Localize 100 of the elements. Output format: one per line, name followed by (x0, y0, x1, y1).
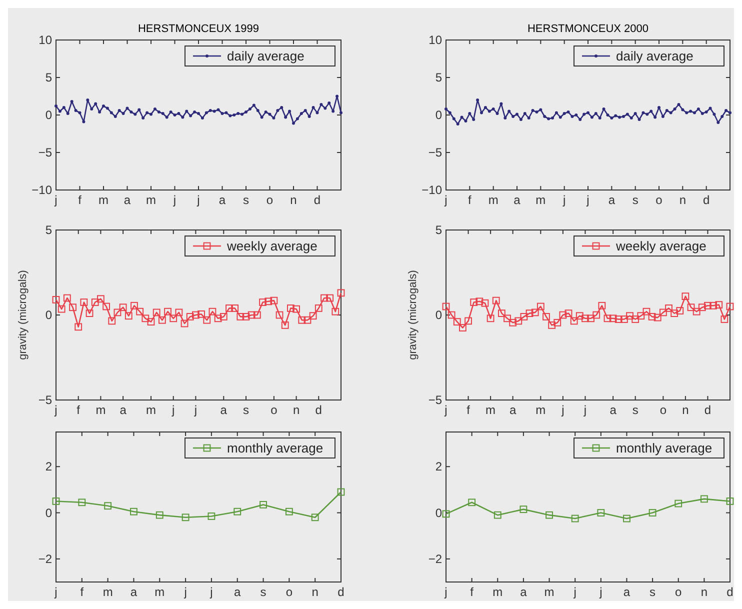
x-tick-label: o (270, 403, 278, 417)
x-tick-label: a (218, 193, 226, 207)
x-tick-label: j (183, 585, 187, 599)
x-tick-label: s (243, 193, 249, 207)
y-tick-label: 0 (45, 308, 52, 322)
x-tick-label: s (632, 403, 638, 417)
x-tick-label: f (468, 193, 472, 207)
x-tick-label: m (492, 585, 503, 599)
y-tick-label: 5 (435, 223, 442, 237)
x-tick-label: o (286, 585, 293, 599)
x-tick-label: m (544, 585, 554, 599)
x-tick-label: s (650, 585, 656, 599)
x-tick-label: a (130, 585, 138, 599)
y-tick-label: 0 (435, 108, 442, 122)
x-tick-label: s (632, 193, 638, 207)
x-tick-label: a (623, 585, 630, 599)
y-tick-label: 10 (428, 33, 442, 47)
x-tick-label: m (486, 403, 496, 417)
x-tick-label: m (98, 193, 108, 207)
chart-title: HERSTMONCEUX 2000 (527, 23, 649, 35)
x-tick-label: j (598, 585, 602, 599)
x-tick-label: j (193, 403, 198, 417)
x-tick-label: j (54, 193, 58, 207)
x-tick-label: m (488, 193, 498, 207)
y-tick-label: 5 (45, 70, 52, 84)
x-tick-label: j (171, 403, 175, 417)
x-tick-label: f (470, 585, 474, 599)
x-tick-label: m (102, 585, 113, 599)
x-tick-label: s (260, 585, 266, 599)
x-tick-label: a (120, 403, 127, 417)
y-tick-label: 2 (45, 460, 52, 474)
legend-label: monthly average (227, 440, 324, 456)
x-tick-label: n (312, 585, 318, 599)
y-tick-label: −10 (422, 183, 442, 197)
x-tick-label: j (444, 585, 448, 599)
x-tick-label: j (444, 403, 448, 417)
x-tick-label: j (562, 193, 566, 207)
x-tick-label: j (586, 193, 590, 207)
x-tick-label: f (80, 585, 84, 599)
x-tick-label: d (338, 585, 344, 599)
x-tick-label: j (54, 585, 58, 599)
legend-label: daily average (227, 48, 304, 64)
y-tick-label: 0 (435, 506, 442, 520)
x-tick-label: o (656, 193, 663, 207)
x-tick-label: n (679, 193, 686, 207)
x-tick-label: m (536, 193, 546, 207)
x-tick-label: m (536, 403, 546, 417)
x-tick-label: j (560, 403, 564, 417)
x-tick-label: o (266, 193, 274, 207)
x-tick-label: a (520, 585, 528, 599)
x-tick-label: m (146, 193, 156, 207)
x-tick-label: o (660, 403, 667, 417)
x-tick-label: a (608, 193, 616, 207)
y-tick-label: −5 (428, 146, 442, 160)
x-tick-label: n (292, 403, 300, 417)
y-tick-label: −2 (38, 552, 52, 566)
chart-title: HERSTMONCEUX 1999 (138, 23, 260, 35)
x-tick-label: d (702, 193, 710, 207)
x-tick-label: f (78, 193, 82, 207)
legend-label: weekly average (226, 238, 318, 254)
x-tick-label: n (290, 193, 297, 207)
x-tick-label: d (315, 403, 322, 417)
y-tick-label: 0 (45, 506, 52, 520)
y-tick-label: −5 (38, 146, 52, 160)
x-tick-label: m (146, 403, 156, 417)
x-tick-label: d (726, 585, 734, 599)
x-tick-label: j (582, 403, 587, 417)
legend-label: monthly average (616, 440, 712, 456)
y-tick-label: 2 (435, 460, 442, 474)
legend-label: daily average (616, 48, 694, 64)
x-tick-label: a (220, 403, 228, 417)
x-tick-label: a (610, 403, 617, 417)
x-tick-label: j (209, 585, 213, 599)
x-tick-label: d (314, 193, 321, 207)
y-tick-label: 5 (45, 223, 52, 237)
x-tick-label: f (466, 403, 471, 417)
x-tick-label: a (514, 193, 521, 207)
x-tick-label: a (509, 403, 516, 417)
x-tick-label: j (172, 193, 176, 207)
y-tick-label: −5 (38, 393, 52, 407)
y-tick-label: −2 (428, 552, 442, 566)
x-tick-label: n (700, 585, 708, 599)
x-tick-label: a (234, 585, 242, 599)
x-tick-label: n (682, 403, 689, 417)
y-axis-title: gravity (microgals) (17, 270, 29, 360)
legend-label: weekly average (615, 238, 706, 254)
x-tick-label: j (572, 585, 576, 599)
y-axis-title: gravity (microgals) (407, 270, 419, 360)
x-tick-label: a (124, 193, 131, 207)
y-tick-label: −10 (32, 183, 52, 197)
x-tick-label: j (444, 193, 448, 207)
y-tick-label: 10 (38, 33, 52, 47)
y-tick-label: 0 (45, 108, 52, 122)
x-tick-label: j (54, 403, 58, 417)
x-tick-label: m (96, 403, 106, 417)
x-tick-label: f (76, 403, 81, 417)
x-tick-label: d (704, 403, 712, 417)
y-tick-label: 0 (435, 308, 442, 322)
y-tick-label: −5 (428, 393, 442, 407)
x-tick-label: o (675, 585, 682, 599)
